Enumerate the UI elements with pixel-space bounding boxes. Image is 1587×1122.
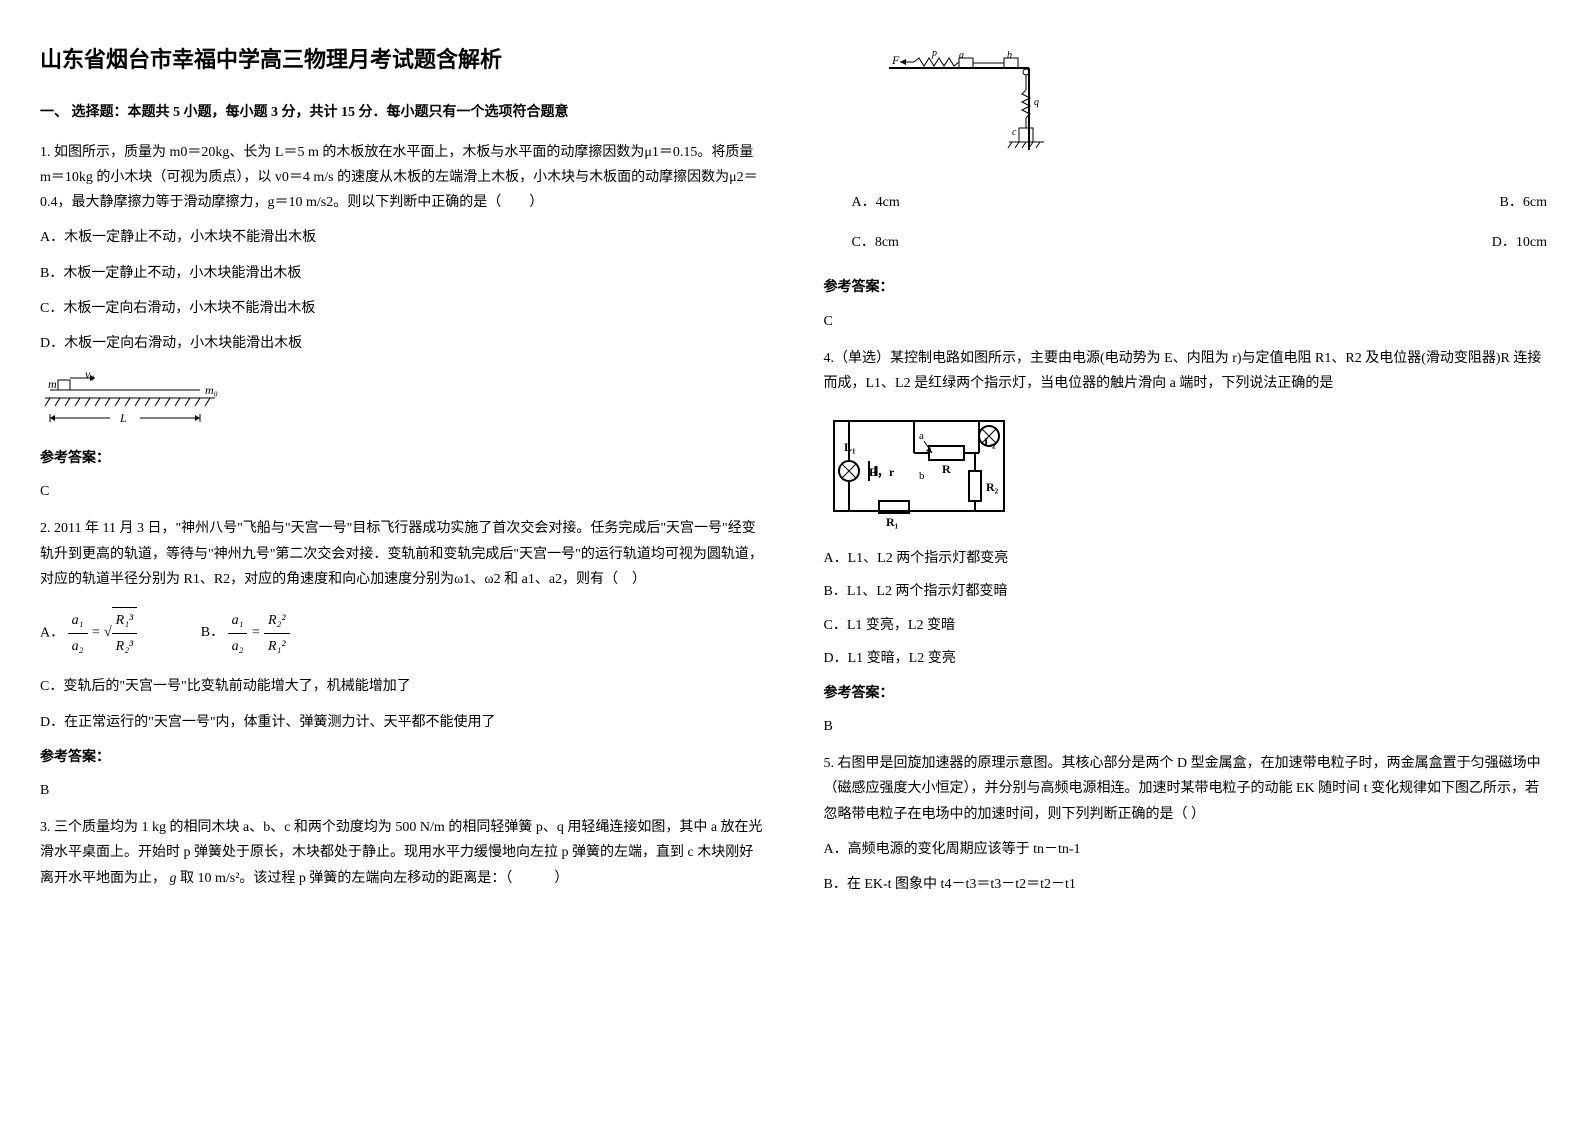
m-label: m (48, 377, 57, 391)
svg-text:b: b (919, 470, 925, 482)
q3-optD: D．10cm (1492, 230, 1547, 255)
left-column: 山东省烟台市幸福中学高三物理月考试题含解析 一、 选择题：本题共 5 小题，每小… (40, 40, 764, 909)
exam-page: 山东省烟台市幸福中学高三物理月考试题含解析 一、 选择题：本题共 5 小题，每小… (40, 40, 1547, 909)
svg-text:F: F (891, 53, 900, 67)
L-label: L (119, 411, 127, 425)
q1-optD: D．木板一定向右滑动，小木块能滑出木板 (40, 331, 764, 356)
svg-text:q: q (1034, 97, 1039, 108)
q4-optA: A．L1、L2 两个指示灯都变亮 (824, 546, 1548, 571)
svg-text:a: a (919, 430, 924, 442)
q3-diagram: F a p b q c (864, 50, 1548, 170)
q3-answer-label: 参考答案： (824, 275, 1548, 300)
q4-optD: D．L1 变暗，L2 变亮 (824, 646, 1548, 671)
q2-optA-prefix: A． (40, 625, 64, 640)
q2-answer: B (40, 778, 764, 803)
question-1: 1. 如图所示，质量为 m0＝20kg、长为 L＝5 m 的木板放在水平面上，木… (40, 140, 764, 505)
svg-text:R: R (942, 462, 951, 476)
q2-optB-prefix: B． (201, 625, 224, 640)
q2-formulas: A． a₁a₂ = √R₁³R₂³ B． a₁a₂ = R₂²R₁² (40, 607, 764, 659)
svg-text:E，r: E，r (869, 465, 895, 479)
q5-optA: A．高频电源的变化周期应该等于 tn－tn-1 (824, 837, 1548, 862)
q1-stem: 1. 如图所示，质量为 m0＝20kg、长为 L＝5 m 的木板放在水平面上，木… (40, 140, 764, 216)
q2-optC: C．变轨后的"天宫一号"比变轨前动能增大了，机械能增加了 (40, 674, 764, 699)
q4-optC: C．L1 变亮，L2 变暗 (824, 613, 1548, 638)
svg-text:R₁: R₁ (886, 515, 899, 529)
q1-optB: B．木板一定静止不动，小木块能滑出木板 (40, 261, 764, 286)
q5-optB: B．在 EK-t 图象中 t4－t3＝t3－t2＝t2－t1 (824, 872, 1548, 897)
svg-text:L₁: L₁ (844, 440, 856, 454)
q2-optD: D．在正常运行的"天宫一号"内，体重计、弹簧测力计、天平都不能使用了 (40, 710, 764, 735)
q4-answer-label: 参考答案： (824, 681, 1548, 706)
q4-diagram: L₁ E，r a b R (824, 411, 1548, 531)
m0-label: m₀ (205, 383, 218, 397)
svg-text:a: a (959, 50, 964, 61)
q4-stem: 4.（单选）某控制电路如图所示，主要由电源(电动势为 E、内阻为 r)与定值电阻… (824, 346, 1548, 396)
svg-text:b: b (1007, 50, 1012, 61)
q1-optA: A．木板一定静止不动，小木块不能滑出木板 (40, 225, 764, 250)
formula-a: a₁a₂ = √R₁³R₂³ (68, 625, 141, 640)
q3-options: A．4cm B．6cm C．8cm D．10cm (824, 190, 1548, 255)
svg-text:c: c (1012, 127, 1017, 138)
q1-answer: C (40, 479, 764, 504)
q3-g: g (170, 871, 177, 886)
q3-answer: C (824, 309, 1548, 334)
question-4: 4.（单选）某控制电路如图所示，主要由电源(电动势为 E、内阻为 r)与定值电阻… (824, 346, 1548, 740)
q1-diagram: v₀ m m₀ (40, 366, 764, 436)
q1-answer-label: 参考答案： (40, 446, 764, 471)
svg-text:p: p (931, 50, 937, 59)
q1-optC: C．木板一定向右滑动，小木块不能滑出木板 (40, 296, 764, 321)
hatching (45, 398, 210, 406)
right-column: F a p b q c (824, 40, 1548, 909)
q4-answer: B (824, 714, 1548, 739)
q2-stem: 2. 2011 年 11 月 3 日，"神州八号"飞船与"天宫一号"目标飞行器成… (40, 516, 764, 592)
q3-optB: B．6cm (1500, 190, 1547, 215)
page-title: 山东省烟台市幸福中学高三物理月考试题含解析 (40, 40, 764, 80)
q3-stem-part2: 取 10 m/s²。该过程 p 弹簧的左端向左移动的距离是：（ ） (180, 871, 568, 886)
q3-optC: C．8cm (852, 230, 899, 255)
section-header: 一、 选择题：本题共 5 小题，每小题 3 分，共计 15 分．每小题只有一个选… (40, 100, 764, 125)
q4-optB: B．L1、L2 两个指示灯都变暗 (824, 579, 1548, 604)
formula-b: a₁a₂ = R₂²R₁² (228, 625, 290, 640)
q2-answer-label: 参考答案： (40, 745, 764, 770)
question-3: 3. 三个质量均为 1 kg 的相同木块 a、b、c 和两个劲度均为 500 N… (40, 815, 764, 891)
q5-stem: 5. 右图甲是回旋加速器的原理示意图。其核心部分是两个 D 型金属盒，在加速带电… (824, 751, 1548, 827)
svg-text:R₂: R₂ (986, 480, 999, 494)
question-2: 2. 2011 年 11 月 3 日，"神州八号"飞船与"天宫一号"目标飞行器成… (40, 516, 764, 803)
question-5: 5. 右图甲是回旋加速器的原理示意图。其核心部分是两个 D 型金属盒，在加速带电… (824, 751, 1548, 897)
q3-optA: A．4cm (852, 190, 900, 215)
